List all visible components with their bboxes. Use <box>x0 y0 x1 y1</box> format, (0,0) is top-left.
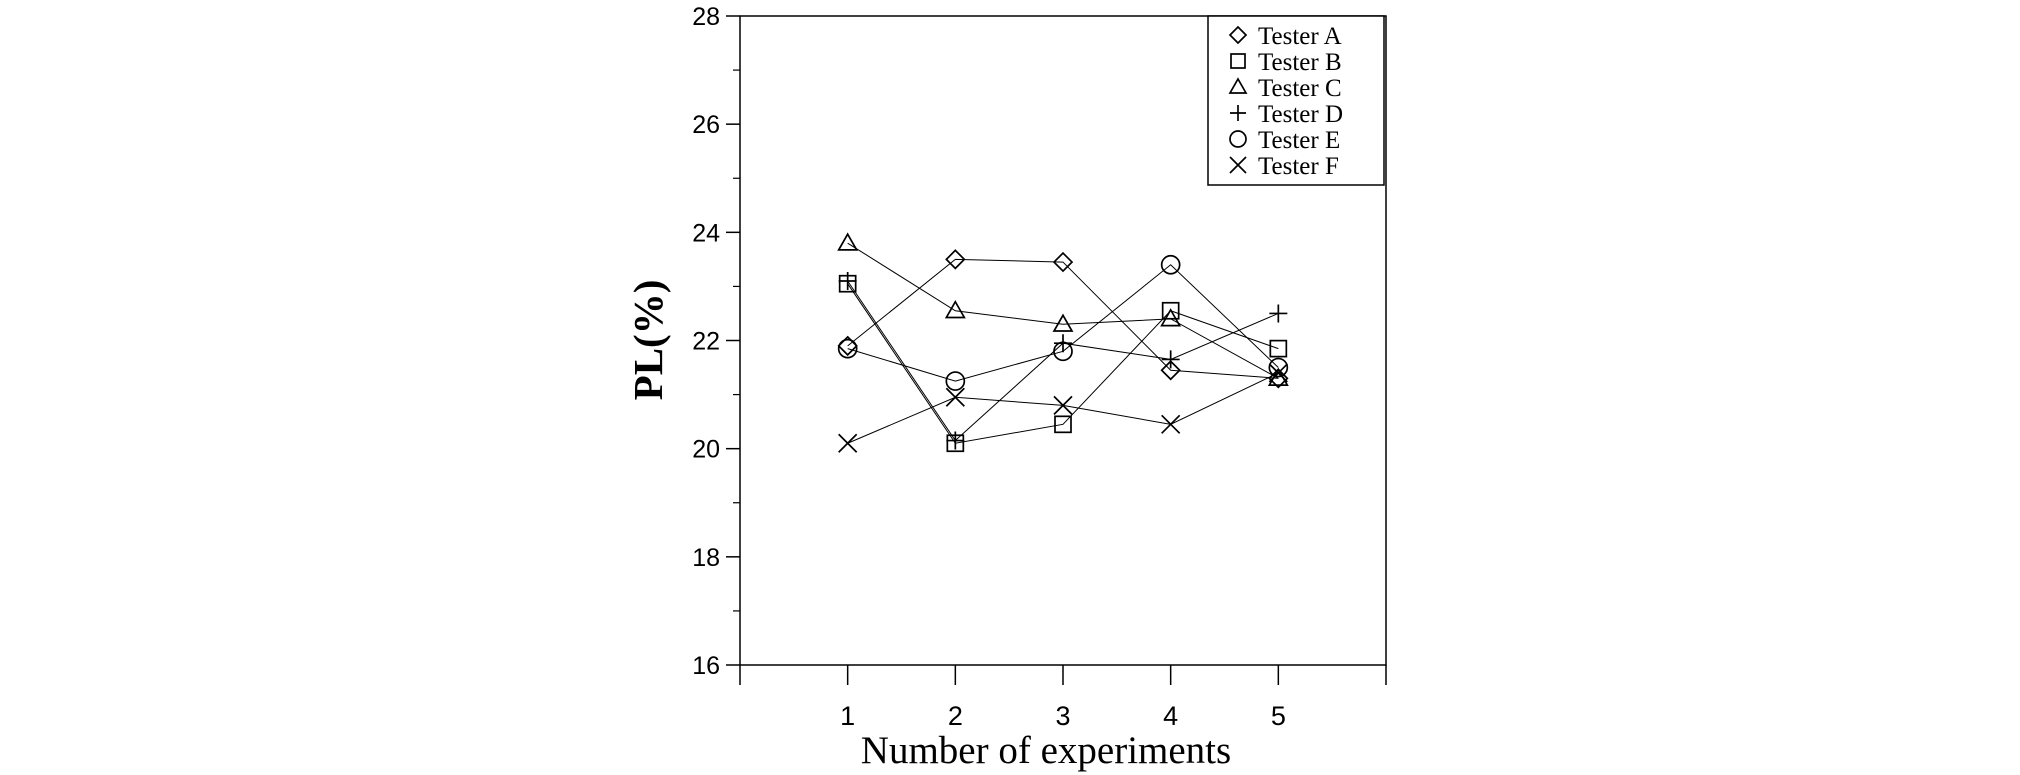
y-axis-title: PL(%) <box>625 280 671 401</box>
data-point-tester-e <box>1268 357 1289 378</box>
data-point-tester-d <box>1161 350 1180 369</box>
legend-marker-tester-b <box>1230 53 1246 69</box>
data-point-tester-a <box>1052 251 1074 273</box>
y-tick-label: 16 <box>692 652 720 680</box>
legend-label-tester-a: Tester A <box>1258 23 1342 50</box>
legend-label-tester-c: Tester C <box>1258 75 1342 102</box>
data-point-tester-d <box>838 272 857 291</box>
data-point-tester-d <box>946 431 965 450</box>
x-tick-label: 3 <box>1055 701 1070 731</box>
data-point-tester-c <box>1052 313 1074 332</box>
legend-marker-tester-c <box>1228 77 1248 94</box>
data-point-tester-f <box>945 387 965 407</box>
y-tick-label: 28 <box>692 3 720 31</box>
data-point-tester-f <box>838 433 858 453</box>
data-point-tester-b <box>1161 301 1180 320</box>
data-point-tester-a <box>1268 368 1289 389</box>
legend-label-tester-f: Tester F <box>1258 153 1339 180</box>
axes: 16 18 20 22 24 26 28 1 2 3 4 5 <box>692 3 1387 731</box>
legend-label-tester-b: Tester B <box>1258 49 1342 76</box>
legend-label-tester-e: Tester E <box>1258 127 1340 154</box>
x-tick-label: 1 <box>840 701 855 731</box>
x-tick-label: 4 <box>1163 701 1178 731</box>
series-line-tester-b <box>847 283 1279 444</box>
series-line-tester-e <box>847 264 1279 382</box>
legend-box <box>1207 15 1385 186</box>
data-point-tester-a <box>945 249 966 270</box>
data-point-tester-e <box>837 338 858 359</box>
series-lines <box>847 242 1279 444</box>
series-line-tester-c <box>847 242 1279 379</box>
x-axis-title: Number of experiments <box>861 729 1231 772</box>
legend-marker-tester-e <box>1229 130 1247 148</box>
data-point-tester-d <box>1269 304 1288 323</box>
y-tick-label: 24 <box>692 219 720 247</box>
data-point-tester-e <box>1053 341 1073 362</box>
data-point-tester-f <box>1053 395 1073 416</box>
data-point-tester-e <box>1160 254 1181 275</box>
y-tick-label: 22 <box>692 328 720 356</box>
y-tick-label: 26 <box>692 111 720 139</box>
x-tick-label: 2 <box>948 701 963 731</box>
data-point-tester-e <box>945 371 966 391</box>
legend-marker-tester-a <box>1228 25 1248 45</box>
legend-marker-tester-d <box>1230 105 1246 121</box>
series-markers <box>837 232 1289 453</box>
data-point-tester-f <box>1161 414 1181 434</box>
y-tick-label: 20 <box>692 436 720 464</box>
x-tick-label: 5 <box>1271 701 1286 731</box>
data-point-tester-c <box>1160 308 1182 327</box>
data-point-tester-a <box>1160 360 1181 381</box>
data-point-tester-f <box>1268 363 1288 383</box>
data-point-tester-c <box>837 232 859 251</box>
data-point-tester-c <box>944 300 966 319</box>
y-tick-label: 18 <box>692 544 720 572</box>
legend-marker-tester-f <box>1229 156 1247 174</box>
data-point-tester-b <box>1054 415 1072 434</box>
data-point-tester-d <box>1054 334 1072 353</box>
legend-label-tester-d: Tester D <box>1258 101 1343 128</box>
data-point-tester-b <box>1269 339 1288 358</box>
